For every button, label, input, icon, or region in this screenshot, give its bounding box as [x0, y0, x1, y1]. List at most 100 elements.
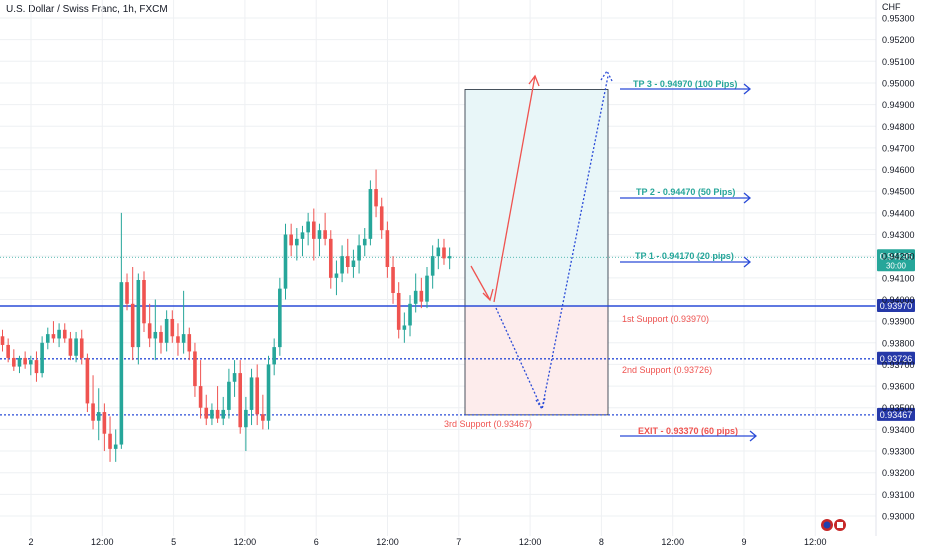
annotation-support1: 1st Support (0.93970): [622, 314, 709, 324]
candle-body: [108, 433, 112, 449]
candle-body: [79, 338, 84, 358]
candle-body: [159, 331, 163, 343]
price-axis[interactable]: 0.93000 0.93100 0.93200 0.93300 0.93400 0.935…: [875, 0, 915, 536]
candle-body: [345, 256, 350, 267]
candle-body: [12, 357, 16, 367]
annotation-tp2: TP 2 - 0.94470 (50 Pips): [636, 187, 735, 197]
candle-body: [408, 303, 412, 326]
candle-body: [23, 357, 27, 365]
x-tick-label: 12:00: [519, 537, 542, 547]
candle-body: [227, 381, 231, 410]
candle-body: [379, 206, 384, 231]
y-tick-label: 0.93600: [882, 382, 915, 392]
y-tick-label: 0.93700: [882, 360, 915, 370]
time-axis[interactable]: 2 12:00 5 12:00 6 12:00 7 12:00 8 12:00 9 12:00: [28, 537, 826, 547]
candle-body: [181, 334, 186, 343]
candle-body: [6, 344, 10, 358]
candle-body: [306, 221, 310, 233]
candle-body: [447, 256, 452, 259]
y-tick-label: 0.93400: [882, 425, 915, 435]
candle-body: [430, 256, 435, 276]
chart-title: U.S. Dollar / Swiss Franc, 1h, FXCM: [6, 4, 168, 15]
y-tick-label: 0.93500: [882, 403, 915, 413]
x-tick-label: 7: [456, 537, 461, 547]
candle-body: [187, 334, 192, 352]
candle-body: [153, 331, 158, 339]
projection-arrows: [470, 69, 613, 412]
candle-body: [391, 267, 395, 293]
price-tag-label: 0.93467: [880, 410, 913, 420]
y-tick-label: 0.94600: [882, 165, 915, 175]
candle-body: [40, 342, 44, 374]
x-tick-label: 12:00: [804, 537, 827, 547]
flags-icon[interactable]: [820, 518, 848, 532]
candle-body: [328, 238, 333, 278]
candle-body: [368, 189, 373, 239]
candle-body: [102, 412, 107, 434]
candle-body: [215, 409, 220, 419]
candle-body: [29, 360, 33, 365]
candle-body: [272, 347, 276, 365]
candle-body: [91, 403, 95, 421]
candle-body: [74, 338, 78, 356]
annotation-support3: 3rd Support (0.93467): [444, 419, 532, 429]
candle-body: [113, 444, 118, 449]
annotations[interactable]: TP 3 - 0.94970 (100 Pips) TP 2 - 0.94470 …: [444, 79, 758, 442]
y-tick-label: 0.94300: [882, 230, 915, 240]
candle-body: [232, 373, 237, 382]
candle-body: [289, 234, 293, 246]
price-tag: [877, 298, 915, 312]
candle-body: [96, 412, 101, 421]
y-tick-label: 0.94700: [882, 143, 915, 153]
x-tick-label: 12:00: [376, 537, 399, 547]
candle-body: [210, 409, 214, 419]
candle-body: [357, 245, 361, 261]
arrow-up-tp: [493, 75, 536, 303]
candle-body: [244, 409, 248, 428]
position-box[interactable]: [464, 89, 609, 416]
candle-body: [164, 318, 169, 343]
x-tick-label: 8: [599, 537, 604, 547]
y-tick-label: 0.93100: [882, 490, 915, 500]
candle-body: [442, 247, 446, 259]
candle-body: [62, 329, 67, 339]
annotation-exit: EXIT - 0.93370 (60 pips): [638, 426, 738, 436]
candle-body: [425, 275, 429, 302]
x-tick-label: 12:00: [234, 537, 257, 547]
y-tick-label: 0.93900: [882, 317, 915, 327]
y-axis-unit: CHF: [882, 2, 901, 12]
x-tick-label: 12:00: [91, 537, 114, 547]
candle-body: [238, 373, 243, 428]
y-tick-label: 0.94400: [882, 208, 915, 218]
loss-zone[interactable]: [464, 305, 609, 416]
candle-body: [362, 238, 367, 246]
candle-body: [396, 292, 401, 330]
candle-body: [142, 279, 146, 324]
candle-body: [249, 377, 254, 410]
candle-body: [147, 323, 152, 339]
annotation-support2: 2nd Support (0.93726): [622, 365, 712, 375]
arrowhead: [743, 192, 752, 204]
candle-body: [17, 357, 22, 367]
price-tag: [877, 407, 915, 421]
grid: [0, 0, 876, 536]
candle-body: [266, 364, 271, 421]
y-tick-label: 0.93200: [882, 468, 915, 478]
x-tick-label: 5: [171, 537, 176, 547]
price-tag: [877, 351, 915, 365]
candle-body: [45, 334, 50, 343]
countdown-label: 30:00: [886, 261, 907, 270]
y-tick-label: 0.94100: [882, 273, 915, 283]
price-tag-label: 0.93726: [880, 354, 913, 364]
y-tick-label: 0.93000: [882, 512, 915, 522]
profit-zone[interactable]: [464, 89, 609, 307]
arrowhead: [528, 74, 540, 87]
candle-body: [130, 303, 135, 348]
candle-body: [419, 290, 424, 302]
candle-body: [0, 336, 5, 345]
price-tag-label: 0.93970: [880, 301, 913, 311]
candle-body: [300, 232, 305, 239]
candle-body: [283, 234, 288, 289]
candle-body: [204, 407, 209, 419]
